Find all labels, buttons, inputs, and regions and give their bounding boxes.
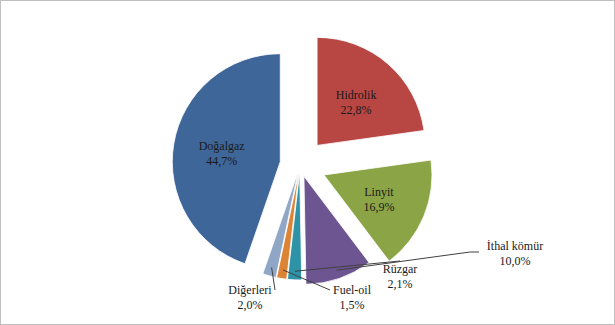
category-label: Rüzgar [383,262,418,276]
category-label: İthal kömür [487,239,543,253]
leader-line [272,268,275,290]
frame [1,1,615,325]
category-label: Diğerleri [228,283,272,297]
data-label: 16,9% [363,200,394,214]
data-label: 10,0% [500,254,531,268]
pie-slice [172,54,280,264]
slices [172,37,432,284]
category-label: Fuel-oil [333,283,372,297]
category-label: Linyit [364,185,394,199]
labels: Hidrolik22,8% Linyit16,9% İthal kömür10,0%… [199,88,543,312]
data-label: 2,0% [238,298,263,312]
pie-slice [304,176,369,284]
data-label: 1,5% [340,298,365,312]
leader-line [470,252,479,253]
category-label: Doğalgaz [199,139,245,153]
leader-line [283,270,330,290]
data-label: 22,8% [341,103,372,117]
category-label: Hidrolik [336,88,377,102]
data-label: 2,1% [388,277,413,291]
data-label: 44,7% [206,154,237,168]
pie-slice [317,37,424,145]
chart: Hidrolik22,8% Linyit16,9% İthal kömür10,0%… [0,0,615,325]
